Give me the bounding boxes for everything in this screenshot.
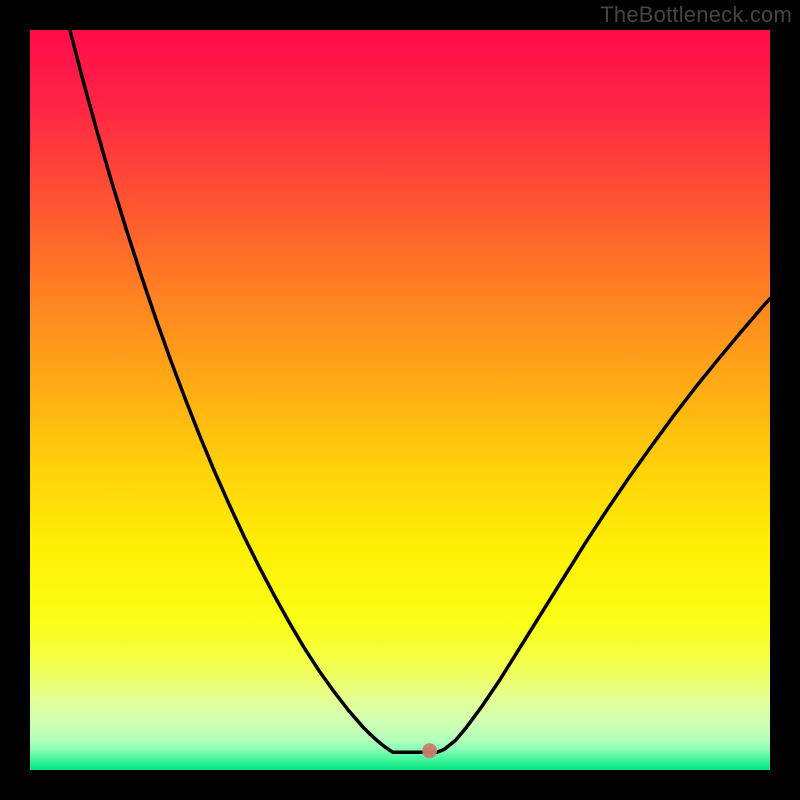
plot-gradient-background [30,30,770,770]
chart-container: TheBottleneck.com [0,0,800,800]
watermark-text: TheBottleneck.com [600,2,792,28]
